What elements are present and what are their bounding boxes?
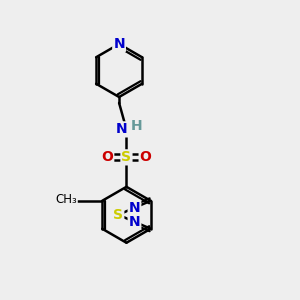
Text: N: N (116, 122, 128, 136)
Text: O: O (101, 150, 113, 164)
Text: N: N (129, 201, 140, 215)
Text: H: H (131, 119, 142, 133)
Text: N: N (129, 215, 140, 229)
Text: O: O (140, 150, 152, 164)
Text: S: S (122, 150, 131, 164)
Text: CH₃: CH₃ (56, 193, 77, 206)
Text: S: S (113, 208, 123, 222)
Text: N: N (113, 37, 125, 51)
